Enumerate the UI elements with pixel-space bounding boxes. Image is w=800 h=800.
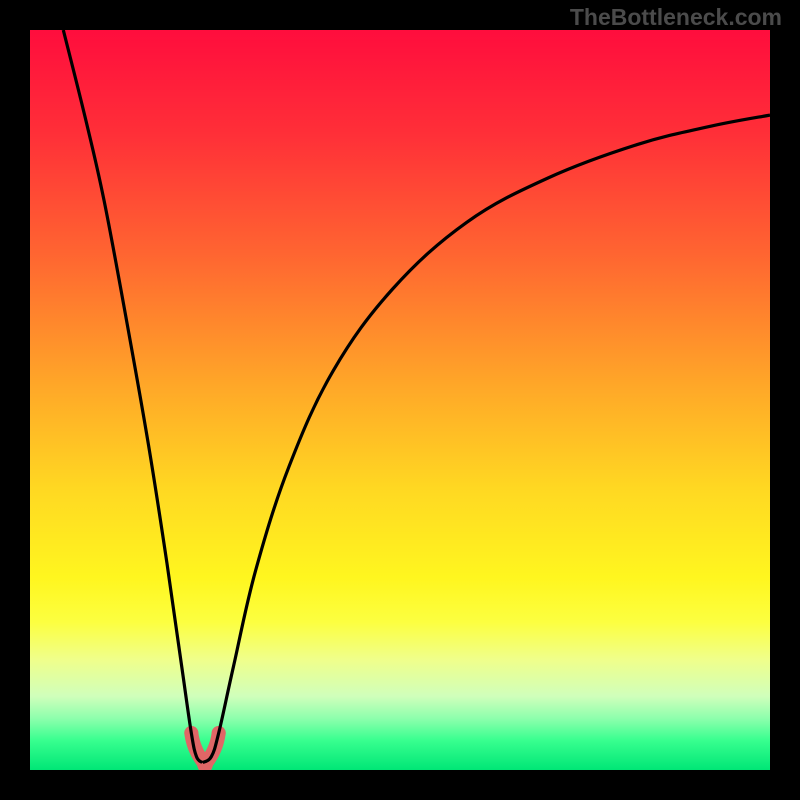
curve-left-branch — [63, 30, 202, 763]
watermark-text: TheBottleneck.com — [570, 4, 782, 31]
plot-area — [30, 30, 770, 770]
curves-svg — [30, 30, 770, 770]
curve-right-branch — [202, 115, 770, 763]
